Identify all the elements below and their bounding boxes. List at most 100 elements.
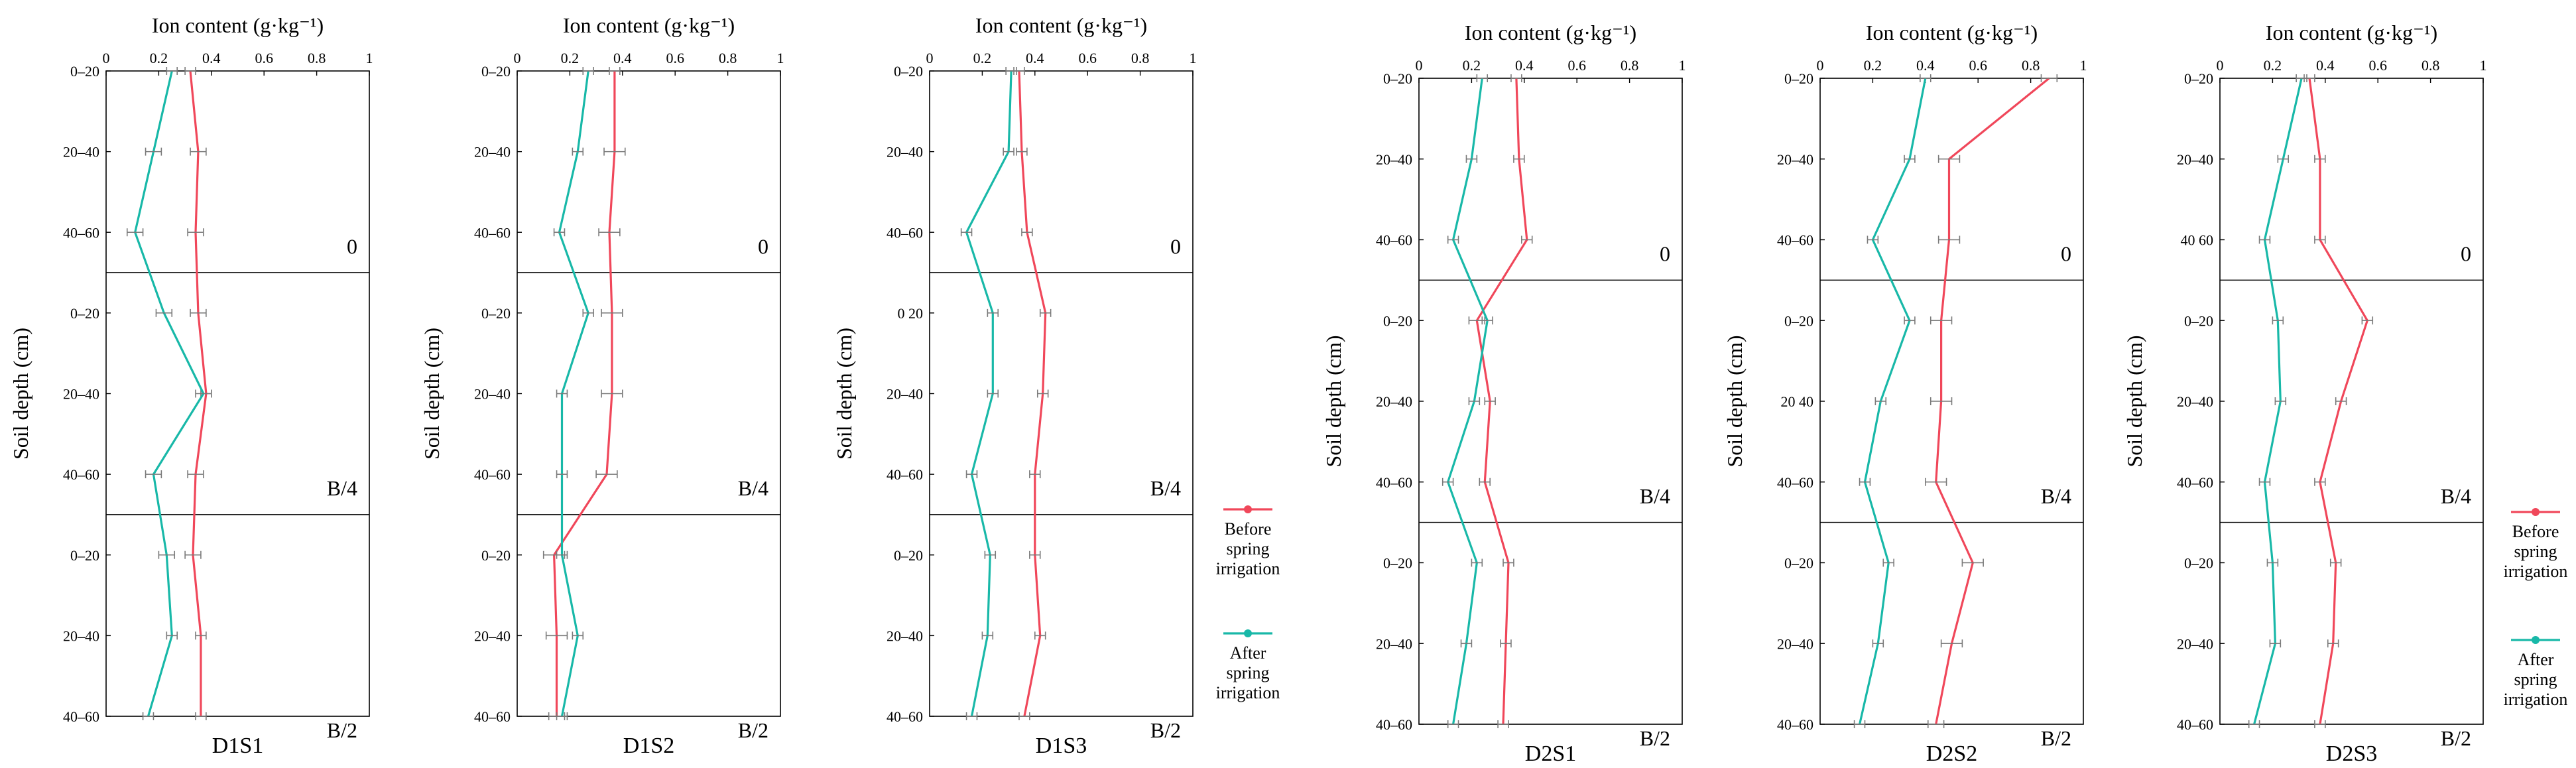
- block-label: B/2: [2041, 726, 2071, 750]
- error-bar: [1500, 639, 1512, 648]
- y-axis-title: Soil depth (cm): [420, 328, 444, 460]
- error-bar: [987, 389, 999, 398]
- y-tick-label: 40–60: [2177, 716, 2213, 733]
- error-bar: [1481, 316, 1493, 325]
- y-axis-title: Soil depth (cm): [2122, 335, 2146, 467]
- x-tick-label: 1: [777, 50, 784, 66]
- error-bar: [166, 67, 178, 75]
- y-tick-label: 20–40: [1777, 151, 1813, 168]
- error-bar: [142, 712, 154, 720]
- block-label: B/4: [1640, 484, 1670, 508]
- legend-label: spring: [1227, 663, 1270, 682]
- y-tick-label: 0–20: [70, 305, 99, 322]
- block-label: 0: [1170, 234, 1181, 258]
- legend-label: irrigation: [1216, 683, 1280, 702]
- x-tick-label: 0.2: [561, 50, 580, 66]
- block-label: B/2: [1150, 718, 1181, 742]
- x-tick-label: 0.2: [1864, 57, 1882, 74]
- x-axis-title: Ion content (g·kg⁻¹): [563, 13, 735, 37]
- x-axis-title: Ion content (g·kg⁻¹): [1465, 21, 1636, 44]
- error-bar: [598, 228, 621, 237]
- legend-label: irrigation: [2504, 690, 2568, 709]
- error-bar: [1497, 720, 1509, 728]
- block-label: 0: [347, 234, 357, 258]
- x-tick-label: 0.4: [613, 50, 632, 66]
- error-bar: [556, 550, 568, 559]
- error-bar: [155, 308, 173, 317]
- y-tick-label: 40–60: [474, 224, 511, 241]
- error-bar: [960, 228, 973, 237]
- error-bar: [965, 712, 978, 720]
- error-bar: [1940, 639, 1963, 648]
- legend-label: After: [2518, 650, 2554, 669]
- error-bar: [1016, 147, 1028, 156]
- x-tick-label: 1: [1190, 50, 1197, 66]
- error-bar: [1029, 470, 1041, 479]
- error-bar: [595, 470, 618, 479]
- error-bar: [1005, 67, 1017, 75]
- y-tick-label: 20 40: [1781, 393, 1814, 410]
- error-bar: [1003, 147, 1014, 156]
- panel-d1s3: 0 0.2 0.4 0.6 0.8 1 Ion content (g·kg⁻¹) 0–20 20…: [832, 13, 1197, 758]
- x-tick-label: 0: [1817, 57, 1824, 74]
- y-tick-label: 20–40: [1376, 151, 1412, 168]
- y-tick-label: 0–20: [1784, 70, 1813, 87]
- error-bar: [1441, 478, 1454, 486]
- error-bar: [145, 470, 162, 479]
- block-label: B/2: [1640, 726, 1670, 750]
- legend-swatch-marker: [1244, 629, 1252, 637]
- panel-d2s2: 0 0.2 0.4 0.6 0.8 1 Ion content (g·kg⁻¹) 0–20 20…: [1723, 21, 2087, 766]
- y-tick-label: 0–20: [2184, 555, 2213, 572]
- error-bar: [1503, 558, 1514, 567]
- y-tick-label: 0 20: [898, 305, 924, 322]
- error-bar: [187, 470, 204, 479]
- y-tick-label: 20–40: [2177, 635, 2213, 652]
- error-bar: [601, 389, 623, 398]
- y-tick-label: 40–60: [2177, 474, 2213, 491]
- y-tick-label: 20–40: [63, 386, 99, 403]
- x-tick-label: 0.6: [255, 50, 273, 66]
- x-tick-label: 0.6: [1078, 50, 1097, 66]
- block-label: 0: [1660, 242, 1670, 266]
- block-label: B/4: [2041, 484, 2071, 508]
- series-line-after: [134, 70, 205, 717]
- plot-frame: [2219, 78, 2484, 725]
- panel-d1s2: 0 0.2 0.4 0.6 0.8 1 Ion content (g·kg⁻¹) 0–20 20…: [420, 13, 784, 758]
- panel-title: D2S2: [1926, 741, 1977, 766]
- legend-swatch-marker: [2532, 636, 2540, 644]
- y-tick-label: 20–40: [887, 386, 923, 403]
- x-tick-label: 0.8: [2422, 57, 2440, 74]
- error-bar: [556, 470, 568, 479]
- legend-label: irrigation: [1216, 559, 1280, 578]
- x-tick-label: 0: [2217, 57, 2224, 74]
- error-bar: [1859, 478, 1871, 486]
- x-axis-title: Ion content (g·kg⁻¹): [2266, 21, 2437, 44]
- x-tick-label: 0.4: [202, 50, 221, 66]
- panel-d2s3: 0 0.2 0.4 0.6 0.8 1 Ion content (g·kg⁻¹) 0–20 20…: [2122, 21, 2487, 766]
- error-bar: [1471, 558, 1483, 567]
- plot-frame: [105, 70, 370, 717]
- error-bar: [1460, 639, 1473, 648]
- error-bar: [195, 631, 207, 640]
- error-bar: [1036, 389, 1049, 398]
- x-axis-title: Ion content (g·kg⁻¹): [152, 13, 324, 37]
- panel-title: D1S2: [623, 734, 674, 758]
- error-bar: [1039, 308, 1052, 317]
- error-bar: [603, 147, 626, 156]
- error-bar: [582, 308, 594, 317]
- y-tick-label: 20–40: [1376, 635, 1412, 652]
- error-bar: [2248, 720, 2260, 728]
- y-axis-title: Soil depth (cm): [832, 328, 856, 460]
- error-bar: [2314, 235, 2326, 244]
- error-bar: [184, 67, 196, 75]
- x-tick-label: 0.8: [719, 50, 737, 66]
- error-bar: [2258, 478, 2271, 486]
- y-tick-label: 20–40: [887, 144, 923, 160]
- error-bar: [184, 550, 202, 559]
- error-bar: [2361, 316, 2374, 325]
- error-bar: [572, 147, 584, 156]
- error-bar: [1874, 397, 1887, 405]
- legend: BeforespringirrigationAfterspringirrigat…: [2504, 508, 2568, 709]
